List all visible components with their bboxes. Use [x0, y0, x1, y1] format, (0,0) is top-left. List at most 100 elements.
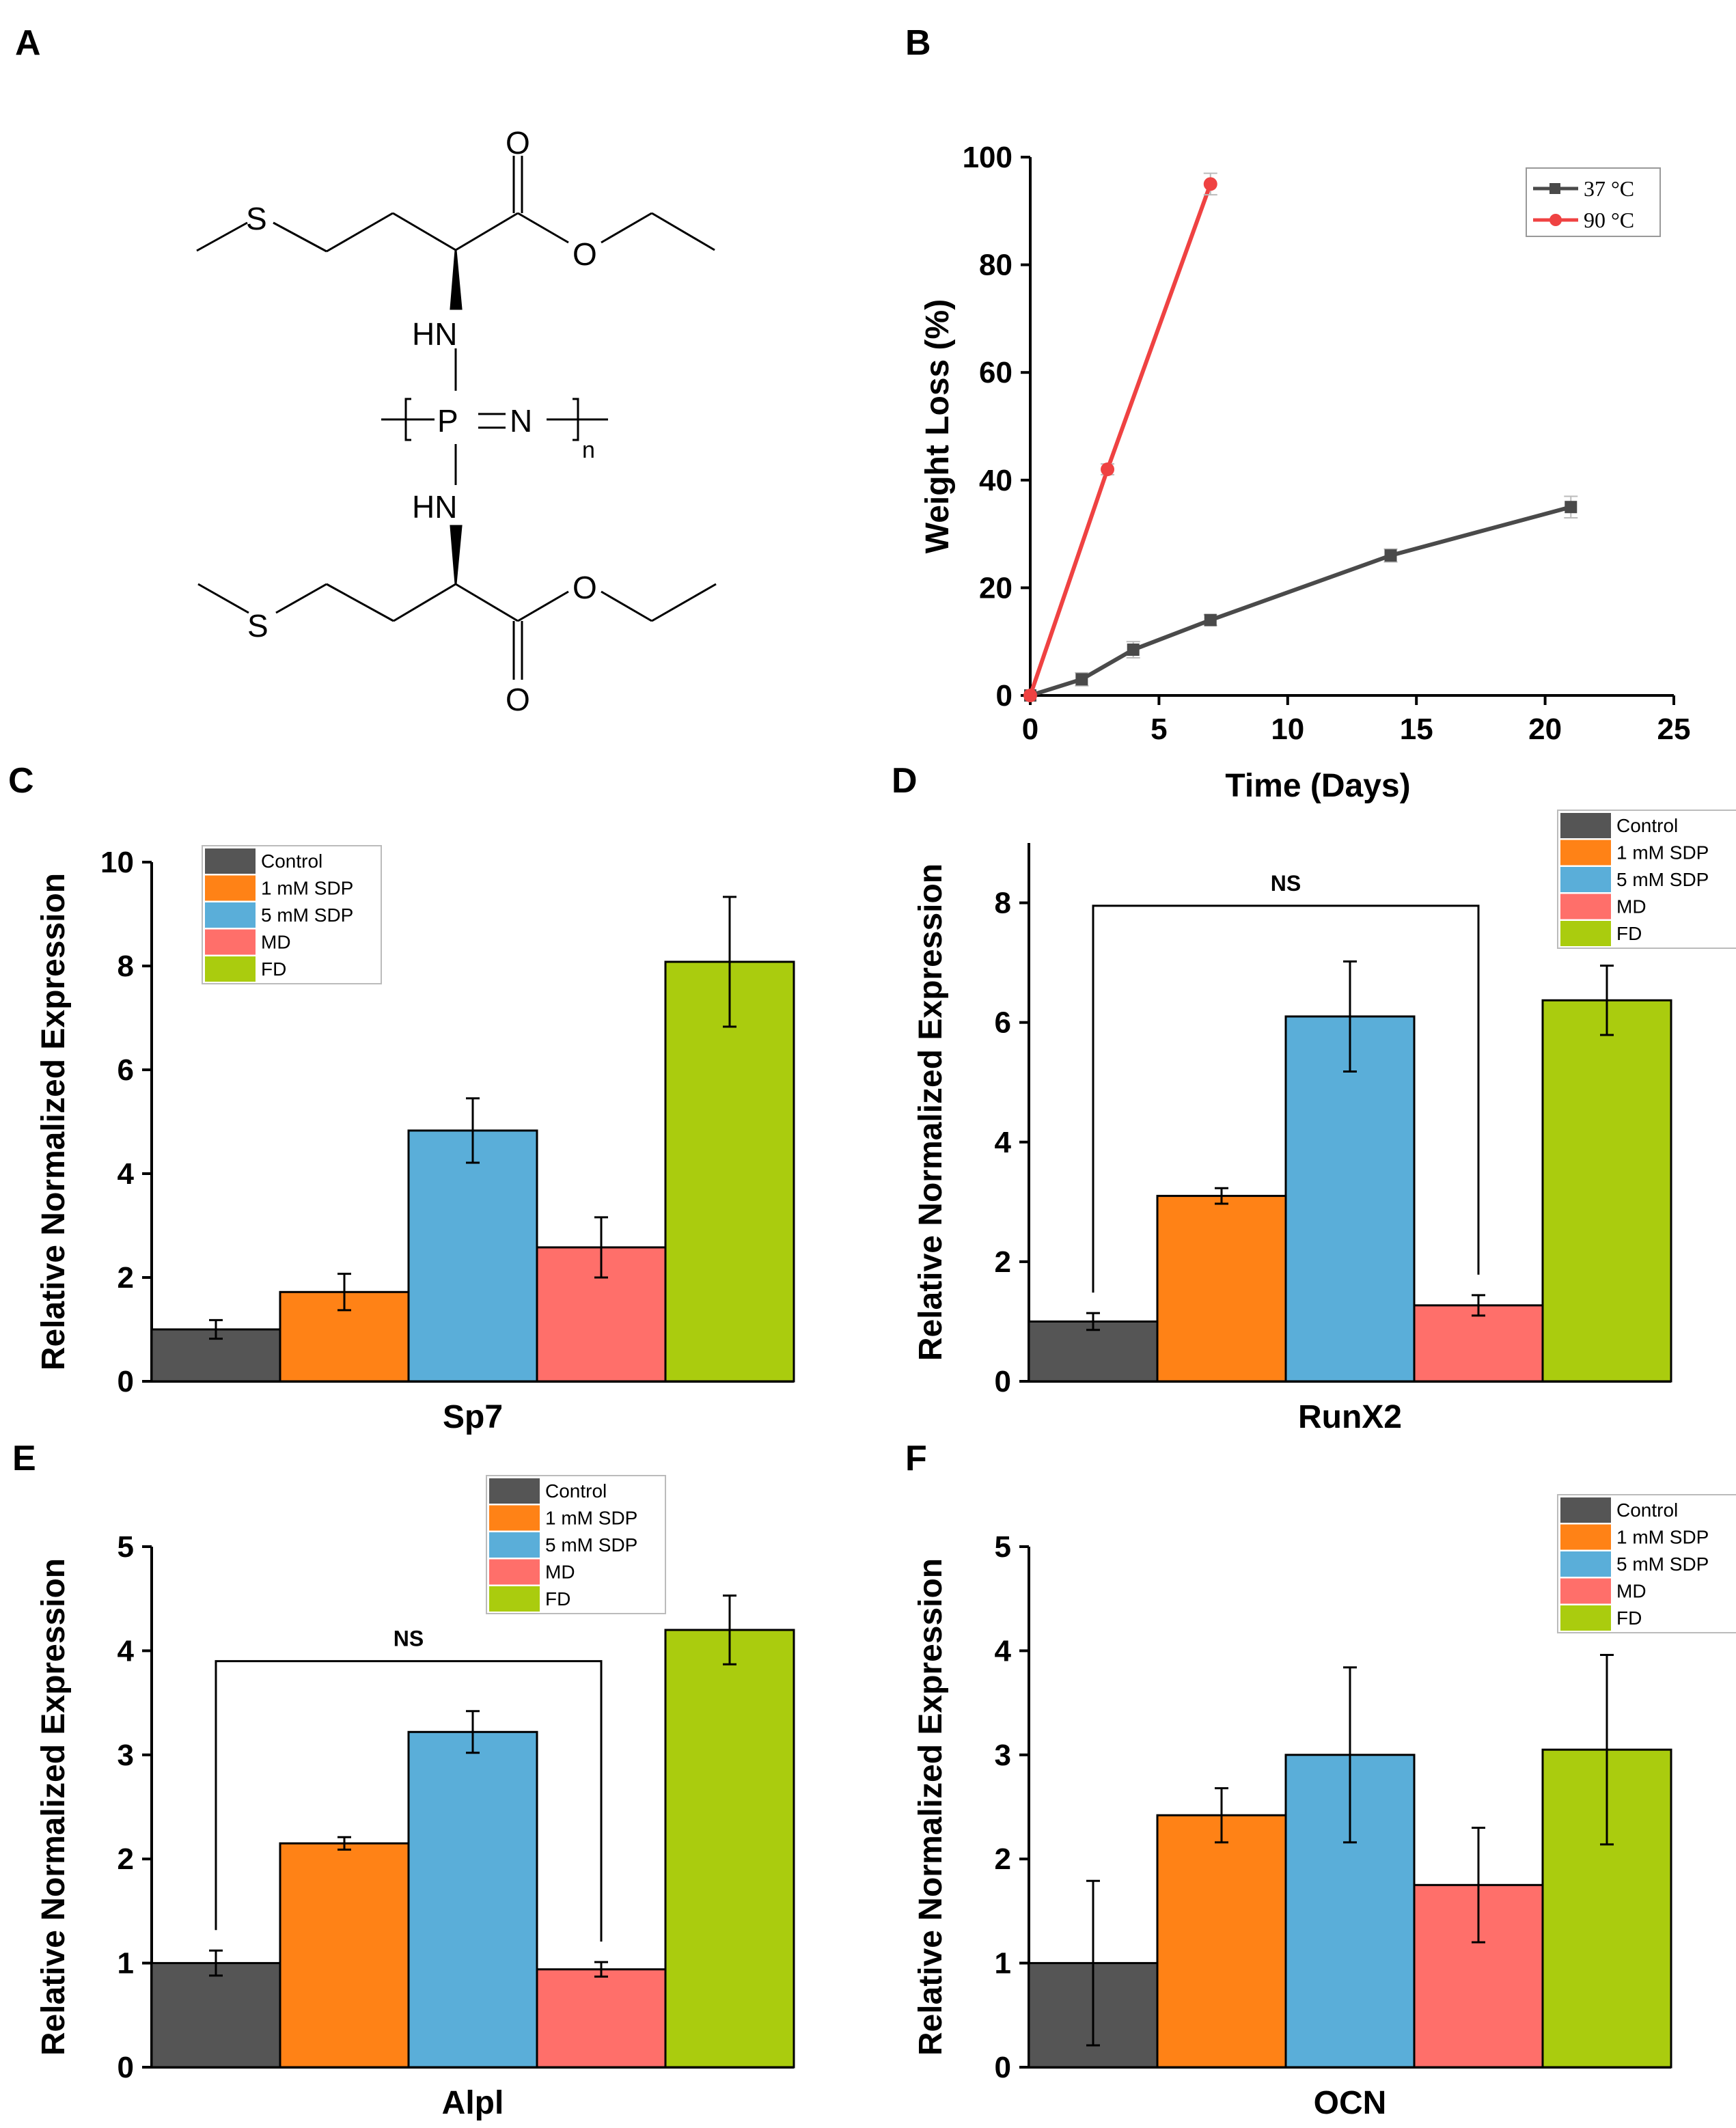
data-point	[1023, 689, 1037, 702]
legend-label: Control	[261, 851, 322, 872]
wedge-bond	[450, 249, 463, 310]
legend-swatch	[205, 929, 256, 955]
legend-swatch	[1560, 840, 1611, 866]
wedge-bond	[450, 525, 463, 585]
legend-swatch	[1560, 1524, 1611, 1550]
x-tick-label: 15	[1400, 713, 1433, 746]
bar	[536, 1968, 667, 2069]
y-tick-label: 4	[118, 1157, 135, 1191]
y-tick-label: 3	[995, 1739, 1011, 1772]
bond	[273, 221, 327, 253]
legend-swatch	[205, 848, 256, 874]
legend-label: Control	[1616, 815, 1678, 836]
y-tick-label: 2	[995, 1842, 1011, 1876]
bond	[651, 212, 715, 251]
legend-swatch	[205, 875, 256, 901]
x-tick-label: 25	[1657, 713, 1691, 746]
legend-label: FD	[1616, 1607, 1642, 1629]
y-tick-label: 4	[118, 1634, 135, 1668]
bond	[517, 212, 569, 244]
bar	[664, 961, 795, 1383]
y-tick-label: 4	[995, 1126, 1012, 1159]
y-tick-label: 6	[118, 1053, 134, 1087]
legend: Control 1 mM SDP 5 mM SDP MD FD	[1557, 810, 1736, 949]
bracket-right	[573, 398, 579, 441]
bond	[651, 583, 717, 622]
bond	[392, 212, 456, 251]
legend-label: 90 °C	[1584, 208, 1634, 232]
legend-swatch	[489, 1505, 540, 1531]
y-tick-label: 8	[118, 950, 134, 983]
chemical-structure	[196, 156, 717, 680]
y-axis-title: Weight Loss (%)	[920, 299, 956, 553]
bond	[601, 212, 652, 244]
legend-label: FD	[545, 1588, 570, 1609]
bond	[393, 583, 456, 622]
data-point	[1565, 501, 1577, 514]
bracket-left	[404, 398, 411, 441]
significance-label: NS	[394, 1627, 424, 1651]
y-tick-label: 60	[979, 356, 1012, 389]
chart-weight-loss: 0 20 40 60 80 100 0 5 10 15 20 25 Time (Days) Weight …	[920, 141, 1690, 804]
x-axis-category-label: Alpl	[442, 2085, 504, 2121]
bar	[1156, 1814, 1287, 2069]
x-tick-label: 20	[1528, 713, 1562, 746]
legend-label: 1 mM SDP	[545, 1508, 637, 1529]
data-point	[1384, 549, 1397, 562]
y-tick-label: 0	[996, 679, 1012, 713]
y-tick-label: 0	[118, 2051, 134, 2084]
y-tick-label: 6	[995, 1006, 1011, 1040]
data-point	[1075, 673, 1088, 686]
bar	[1541, 999, 1672, 1383]
bar	[279, 1842, 410, 2069]
x-tick-label: 10	[1271, 713, 1304, 746]
data-point	[1204, 613, 1217, 626]
legend-label: 1 mM SDP	[1616, 1527, 1709, 1548]
atom-o-bottom-carbonyl: O	[506, 682, 530, 717]
y-tick-label: 3	[118, 1739, 134, 1772]
y-tick-label: 10	[100, 846, 134, 879]
atom-hn-top: HN	[412, 316, 457, 352]
bond	[455, 212, 519, 251]
significance-label: NS	[1271, 871, 1301, 896]
y-tick-label: 20	[979, 571, 1012, 605]
x-axis-category-label: RunX2	[1298, 1399, 1402, 1435]
x-tick-label: 0	[1022, 713, 1038, 746]
bond	[326, 583, 394, 622]
legend-label: FD	[1616, 923, 1642, 944]
legend-label: 5 mM SDP	[1616, 1553, 1709, 1575]
atom-s-bottom: S	[247, 608, 268, 644]
atom-p: P	[437, 403, 458, 439]
bar	[150, 1962, 281, 2069]
x-axis-title: Time (Days)	[1225, 768, 1410, 804]
legend-swatch	[1560, 1578, 1611, 1604]
significance-bracket	[215, 1660, 603, 1942]
panel-label-b: B	[905, 23, 931, 63]
bond	[197, 583, 249, 614]
legend-swatch	[1560, 1497, 1611, 1523]
legend-label: 1 mM SDP	[1616, 842, 1709, 863]
y-tick-label: 5	[118, 1530, 134, 1564]
chart-sp7: 0 2 4 6 8 10 Relative Normalized Expression Sp7…	[36, 845, 795, 1435]
panel-label-f: F	[905, 1439, 927, 1478]
bond	[326, 212, 394, 253]
legend-swatch	[1560, 921, 1611, 946]
legend-swatch	[489, 1532, 540, 1558]
series-line	[1028, 183, 1213, 696]
y-tick-label: 2	[118, 1842, 134, 1876]
panel-label-e: E	[12, 1439, 36, 1478]
y-tick-label: 100	[963, 141, 1012, 174]
legend-swatch	[489, 1478, 540, 1504]
legend-swatch	[1560, 894, 1611, 920]
y-axis-title: Relative Normalized Expression	[36, 873, 72, 1370]
y-tick-label: 2	[995, 1245, 1011, 1279]
atom-n: N	[510, 403, 532, 439]
atom-o-top-ester: O	[573, 236, 597, 272]
legend-label: 5 mM SDP	[545, 1534, 637, 1556]
legend-swatch	[1560, 1551, 1611, 1577]
y-tick-label: 0	[995, 1365, 1011, 1398]
legend-box	[1526, 167, 1661, 237]
y-tick-label: 40	[979, 464, 1012, 497]
legend-label: MD	[1616, 1581, 1647, 1602]
series-line	[1030, 505, 1572, 697]
